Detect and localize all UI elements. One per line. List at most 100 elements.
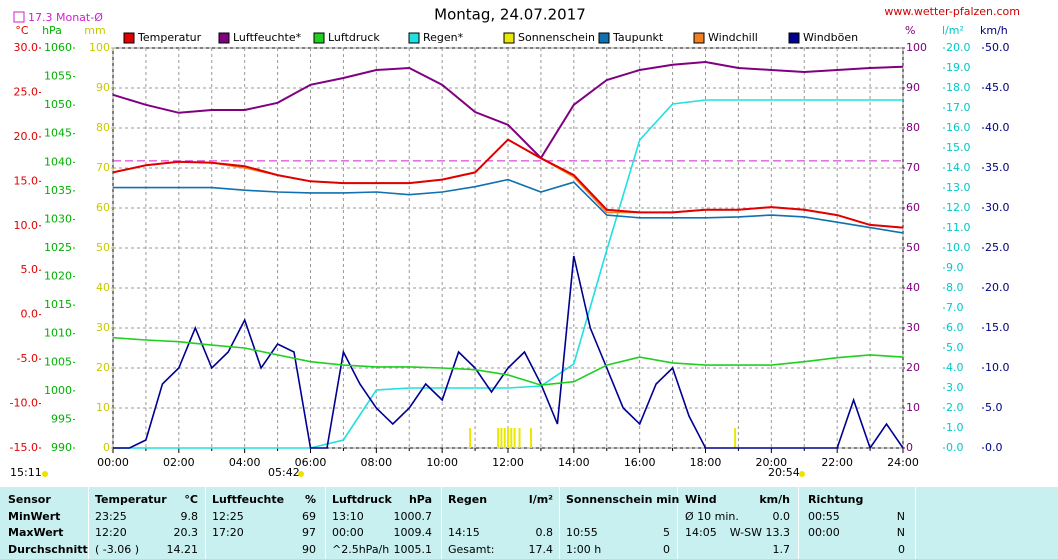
table-separator [205, 487, 206, 559]
y-tick-label: 90 [906, 81, 920, 94]
y-tick-label: 20.0 [985, 281, 1010, 294]
x-tick-label: 18:00 [690, 456, 722, 469]
table-header: Luftfeuchte [212, 493, 285, 506]
table-cell: 12:20 [95, 526, 127, 539]
table-cell: 10:55 [566, 526, 598, 539]
y-tick-label: 990 [51, 441, 72, 454]
table-cell: 17.4 [528, 542, 554, 556]
y-tick-label: 10.0 [946, 241, 971, 254]
legend-swatch [313, 32, 325, 44]
legend-swatch [218, 32, 230, 44]
table-header: Sonnenschein min [566, 493, 680, 506]
x-tick-label: 10:00 [426, 456, 458, 469]
legend-label: Luftdruck [328, 31, 380, 44]
y-tick-label: 1020 [44, 270, 72, 283]
table-cell: 9.8 [180, 509, 199, 523]
y-tick-label: 50 [906, 241, 920, 254]
series-line [113, 178, 904, 234]
y-tick-label: 1000 [44, 384, 72, 397]
y-tick-label: 15.0 [14, 174, 39, 187]
y-tick-label: 0.0 [985, 441, 1003, 454]
table-header: Regen [448, 493, 488, 506]
y-tick-label: -5.0 [17, 352, 38, 365]
x-tick-label: 16:00 [624, 456, 656, 469]
table-separator [798, 487, 799, 559]
y-tick-label: 1045 [44, 127, 72, 140]
y-tick-label: 70 [96, 161, 110, 174]
y-tick-label: 20.0 [14, 130, 39, 143]
table-cell: 1000.7 [393, 509, 433, 523]
table-cell: Gesamt: [448, 542, 495, 556]
table-cell: 1005.1 [393, 542, 433, 556]
y-tick-label: 10.0 [985, 361, 1010, 374]
series-line [113, 255, 904, 450]
site-url: www.wetter-pfalzen.com [884, 5, 1020, 18]
table-cell: 1.7 [772, 542, 791, 556]
table-cell: MaxWert [8, 526, 64, 539]
table-header: Sensor [8, 493, 51, 506]
y-tick-label: 9.0 [946, 261, 964, 274]
y-tick-label: 1050 [44, 98, 72, 111]
table-cell: 12:25 [212, 509, 244, 523]
table-cell: 1:00 h [566, 542, 602, 556]
x-tick-label: 08:00 [360, 456, 392, 469]
y-tick-label: 16.0 [946, 121, 971, 134]
y-tick-label: 10 [96, 401, 110, 414]
table-cell: MinWert [8, 509, 61, 523]
x-tick-label: 20:00 [755, 456, 787, 469]
y-tick-label: 1040 [44, 155, 72, 168]
y-tick-label: 40 [906, 281, 920, 294]
legend-label: Temperatur [137, 31, 202, 44]
y-tick-label: 5.0 [21, 263, 39, 276]
y-tick-label: 15.0 [946, 141, 971, 154]
y-tick-label: 13.0 [946, 181, 971, 194]
axis-unit: °C [15, 24, 29, 37]
table-cell: ( -3.06 ) [95, 542, 140, 556]
sunset: 20:54 [768, 466, 800, 479]
y-tick-label: 1005 [44, 355, 72, 368]
y-tick-label: 5.0 [985, 401, 1003, 414]
y-tick-label: 1035 [44, 184, 72, 197]
y-tick-label: 100 [89, 41, 110, 54]
y-tick-label: 20 [96, 361, 110, 374]
y-tick-label: 4.0 [946, 361, 964, 374]
y-tick-label: 45.0 [985, 81, 1010, 94]
y-tick-label: 25.0 [985, 241, 1010, 254]
legend-label: Sonnenschein [518, 31, 595, 44]
y-tick-label: 1.0 [946, 421, 964, 434]
legend-swatch [598, 32, 610, 44]
y-tick-label: 0.0 [946, 441, 964, 454]
y-tick-label: 7.0 [946, 301, 964, 314]
table-cell: 0 [663, 542, 670, 556]
table-cell: ^2.5hPa/h [332, 542, 390, 556]
table-cell: 23:25 [95, 509, 127, 523]
series-line [113, 99, 903, 449]
y-tick-label: 19.0 [946, 61, 971, 74]
y-tick-label: 6.0 [946, 321, 964, 334]
y-tick-label: 40.0 [985, 121, 1010, 134]
y-tick-label: 90 [96, 81, 110, 94]
table-header: hPa [408, 493, 432, 506]
table-cell: Ø 10 min. [685, 509, 739, 523]
table-cell: 1009.4 [393, 526, 433, 539]
sun-icon [42, 471, 48, 477]
y-tick-label: 60 [96, 201, 110, 214]
y-tick-label: -10.0 [10, 397, 38, 410]
y-tick-label: 17.0 [946, 101, 971, 114]
table-cell: 14.21 [166, 542, 199, 556]
y-tick-label: 30.0 [14, 41, 39, 54]
axis-unit: mm [84, 24, 105, 37]
table-header: km/h [759, 493, 790, 506]
mean-icon [13, 11, 25, 23]
y-tick-label: 1025 [44, 241, 72, 254]
y-tick-label: 35.0 [985, 161, 1010, 174]
y-tick-label: 0 [103, 441, 110, 454]
y-tick-label: 11.0 [946, 221, 971, 234]
x-tick-label: 02:00 [163, 456, 195, 469]
x-tick-label: 12:00 [492, 456, 524, 469]
table-header: Wind [685, 493, 717, 506]
legend-label: Windböen [803, 31, 858, 44]
table-separator [88, 487, 89, 559]
y-tick-label: 20.0 [946, 41, 971, 54]
y-tick-label: 8.0 [946, 281, 964, 294]
